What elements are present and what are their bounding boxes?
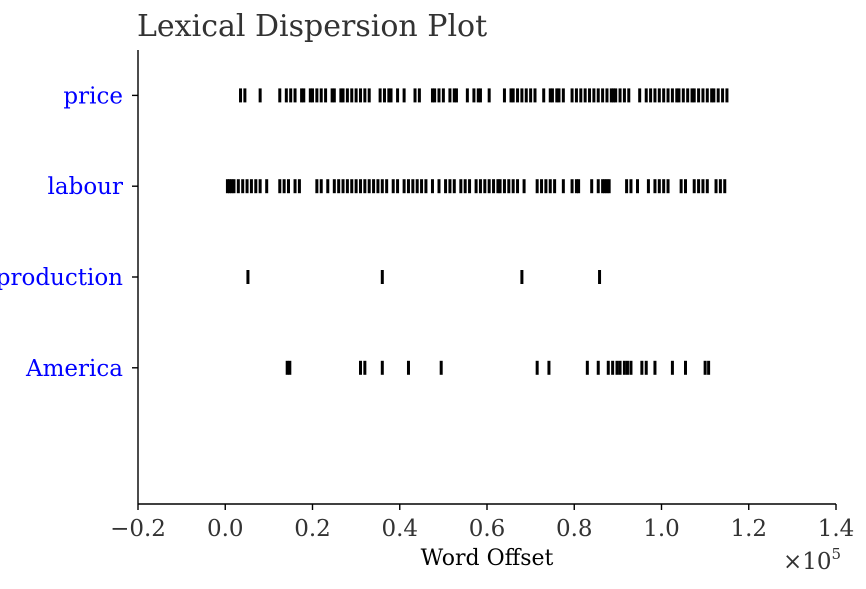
x-tick-label-4: 0.6 [469, 516, 506, 542]
x-tick-label-6: 1.0 [643, 516, 680, 542]
y-tick-label-price: price [63, 83, 123, 109]
chart-title: Lexical Dispersion Plot [137, 9, 487, 44]
series-labour [225, 179, 727, 194]
x-axis-label: Word Offset [421, 546, 554, 571]
x-axis: −0.2 0.0 0.2 0.4 0.6 0.8 1.0 1.2 1.4 [110, 504, 854, 542]
x-axis-multiplier: ×105 [783, 545, 841, 575]
y-axis: America production labour price [0, 83, 138, 382]
x-tick-label-8: 1.4 [818, 516, 855, 542]
series-america [285, 360, 711, 375]
x-axis-multiplier-exponent: 5 [832, 545, 842, 563]
dispersion-marks [225, 88, 729, 375]
x-tick-label-1: 0.0 [207, 516, 244, 542]
x-tick-label-2: 0.2 [294, 516, 331, 542]
x-tick-label-7: 1.2 [730, 516, 767, 542]
y-tick-label-america: America [25, 356, 123, 382]
series-production [246, 270, 602, 284]
series-price [239, 88, 729, 103]
x-tick-label-0: −0.2 [110, 516, 166, 542]
x-tick-label-5: 0.8 [556, 516, 593, 542]
y-tick-label-production: production [0, 265, 123, 291]
x-axis-multiplier-base: ×10 [783, 549, 832, 575]
x-tick-label-3: 0.4 [381, 516, 418, 542]
y-tick-label-labour: labour [48, 174, 123, 200]
